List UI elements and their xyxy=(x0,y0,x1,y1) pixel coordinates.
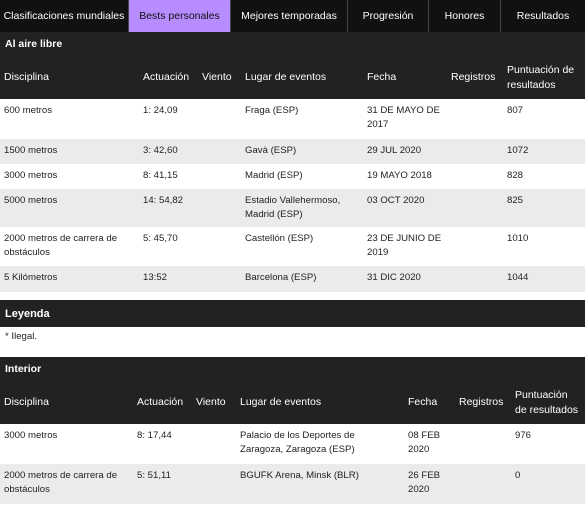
score-cell: 1010 xyxy=(503,227,585,266)
indoor-header-row: Disciplina Actuación Viento Lugar de eve… xyxy=(0,381,585,424)
table-row: 5 Kilómetros 13:52 Barcelona (ESP) 31 DI… xyxy=(0,266,585,292)
wind-cell xyxy=(198,227,241,266)
records-cell xyxy=(455,464,511,504)
tab-results[interactable]: Resultados xyxy=(516,10,570,22)
venue-cell: BGUFK Arena, Minsk (BLR) xyxy=(236,464,404,504)
venue-cell: Fraga (ESP) xyxy=(241,99,363,139)
discipline-cell: 2000 metros de carrera de obstáculos xyxy=(0,464,133,504)
col-date: Fecha xyxy=(404,381,455,424)
table-row: 2000 metros de carrera de obstáculos 5: … xyxy=(0,227,585,266)
col-score: Puntuación de resultados xyxy=(503,56,585,99)
performance-cell: 14: 54,82 xyxy=(139,189,198,227)
table-row: 5000 metros 14: 54,82 Estadio Vallehermo… xyxy=(0,189,585,227)
table-row: 3000 metros 8: 17,44 Palacio de los Depo… xyxy=(0,424,585,464)
records-cell xyxy=(447,266,503,292)
venue-cell: Gavà (ESP) xyxy=(241,139,363,164)
performance-cell: 8: 17,44 xyxy=(133,424,192,464)
col-wind: Viento xyxy=(192,381,236,424)
indoor-table: Disciplina Actuación Viento Lugar de eve… xyxy=(0,381,585,504)
date-cell: 31 DIC 2020 xyxy=(363,266,447,292)
tab-personal-bests[interactable]: Bests personales xyxy=(129,0,231,32)
records-cell xyxy=(447,227,503,266)
legend-heading: Leyenda xyxy=(5,307,50,320)
performance-cell: 1: 24,09 xyxy=(139,99,198,139)
records-cell xyxy=(447,139,503,164)
venue-cell: Madrid (ESP) xyxy=(241,164,363,189)
wind-cell xyxy=(198,139,241,164)
col-records: Registros xyxy=(447,56,503,99)
table-row: 1500 metros 3: 42,60 Gavà (ESP) 29 JUL 2… xyxy=(0,139,585,164)
discipline-cell: 3000 metros xyxy=(0,424,133,464)
score-cell: 1044 xyxy=(503,266,585,292)
discipline-cell: 3000 metros xyxy=(0,164,139,189)
records-cell xyxy=(447,164,503,189)
discipline-cell: 1500 metros xyxy=(0,139,139,164)
tab-progression[interactable]: Progresión xyxy=(348,0,429,32)
date-cell: 23 DE JUNIO DE 2019 xyxy=(363,227,447,266)
date-cell: 29 JUL 2020 xyxy=(363,139,447,164)
tab-season-bests[interactable]: Mejores temporadas xyxy=(231,0,348,32)
venue-cell: Castellón (ESP) xyxy=(241,227,363,266)
col-date: Fecha xyxy=(363,56,447,99)
performance-cell: 5: 45,70 xyxy=(139,227,198,266)
date-cell: 03 OCT 2020 xyxy=(363,189,447,227)
score-cell: 828 xyxy=(503,164,585,189)
indoor-section-title: Interior xyxy=(0,357,585,381)
tab-honours[interactable]: Honores xyxy=(429,0,501,32)
outdoor-table: Disciplina Actuación Viento Lugar de eve… xyxy=(0,56,585,292)
date-cell: 31 DE MAYO DE 2017 xyxy=(363,99,447,139)
col-venue: Lugar de eventos xyxy=(236,381,404,424)
col-discipline: Disciplina xyxy=(0,56,139,99)
wind-cell xyxy=(198,99,241,139)
performance-cell: 3: 42,60 xyxy=(139,139,198,164)
score-cell: 976 xyxy=(511,424,585,464)
col-discipline: Disciplina xyxy=(0,381,133,424)
score-cell: 0 xyxy=(511,464,585,504)
outdoor-header-row: Disciplina Actuación Viento Lugar de eve… xyxy=(0,56,585,99)
table-row: 3000 metros 8: 41,15 Madrid (ESP) 19 MAY… xyxy=(0,164,585,189)
score-cell: 807 xyxy=(503,99,585,139)
table-row: 600 metros 1: 24,09 Fraga (ESP) 31 DE MA… xyxy=(0,99,585,139)
wind-cell xyxy=(198,266,241,292)
col-performance: Actuación xyxy=(139,56,198,99)
score-cell: 825 xyxy=(503,189,585,227)
score-cell: 1072 xyxy=(503,139,585,164)
records-cell xyxy=(447,99,503,139)
venue-cell: Palacio de los Deportes de Zaragoza, Zar… xyxy=(236,424,404,464)
tab-world-rankings[interactable]: Clasificaciones mundiales xyxy=(0,0,129,32)
venue-cell: Estadio Vallehermoso, Madrid (ESP) xyxy=(241,189,363,227)
outdoor-title: Al aire libre xyxy=(5,38,63,50)
legend-text: * Ilegal. xyxy=(0,327,585,357)
tab-bar: Clasificaciones mundiales Bests personal… xyxy=(0,0,585,32)
outdoor-section-title: Al aire libre xyxy=(0,32,585,56)
legend-title: Leyenda xyxy=(0,300,585,327)
date-cell: 26 FEB 2020 xyxy=(404,464,455,504)
wind-cell xyxy=(198,164,241,189)
spacer xyxy=(0,292,585,300)
wind-cell xyxy=(192,464,236,504)
performance-cell: 5: 51,11 xyxy=(133,464,192,504)
venue-cell: Barcelona (ESP) xyxy=(241,266,363,292)
col-records: Registros xyxy=(455,381,511,424)
table-row: 2000 metros de carrera de obstáculos 5: … xyxy=(0,464,585,504)
col-performance: Actuación xyxy=(133,381,192,424)
col-wind: Viento xyxy=(198,56,241,99)
wind-cell xyxy=(192,424,236,464)
discipline-cell: 2000 metros de carrera de obstáculos xyxy=(0,227,139,266)
records-cell xyxy=(455,424,511,464)
discipline-cell: 5 Kilómetros xyxy=(0,266,139,292)
performance-cell: 13:52 xyxy=(139,266,198,292)
discipline-cell: 5000 metros xyxy=(0,189,139,227)
discipline-cell: 600 metros xyxy=(0,99,139,139)
col-score: Puntuación de resultados xyxy=(511,381,585,424)
col-venue: Lugar de eventos xyxy=(241,56,363,99)
records-cell xyxy=(447,189,503,227)
date-cell: 19 MAYO 2018 xyxy=(363,164,447,189)
indoor-title: Interior xyxy=(5,363,42,375)
wind-cell xyxy=(198,189,241,227)
performance-cell: 8: 41,15 xyxy=(139,164,198,189)
date-cell: 08 FEB 2020 xyxy=(404,424,455,464)
